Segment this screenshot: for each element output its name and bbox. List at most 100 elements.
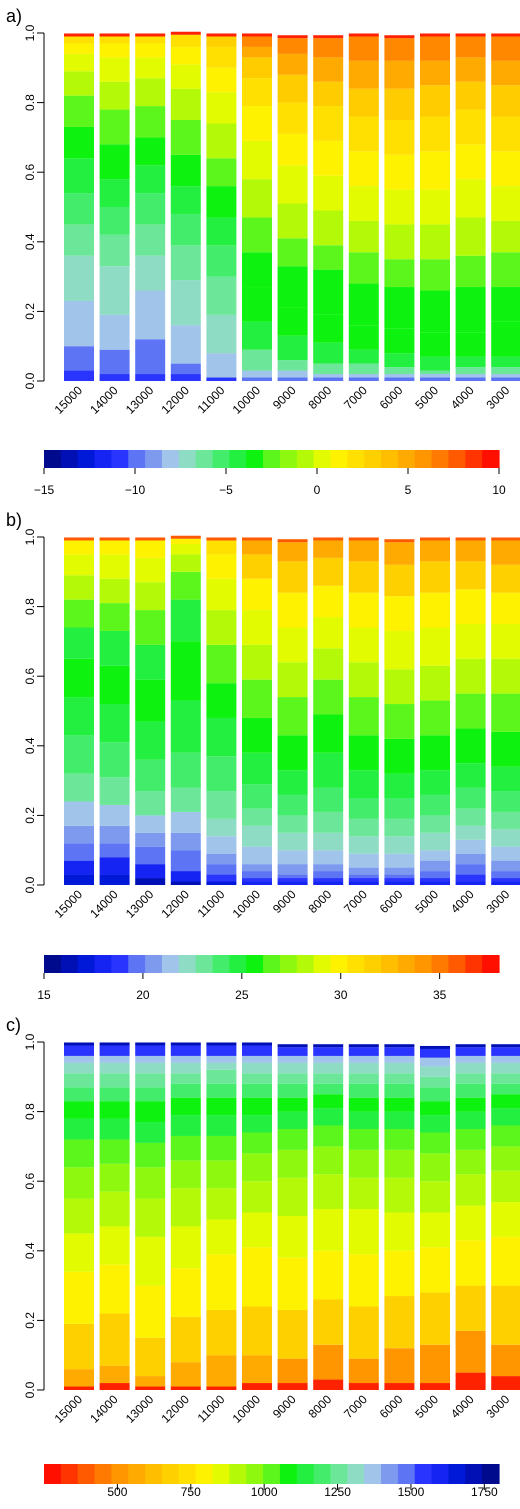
x-tick-label: 12000 <box>158 383 192 417</box>
colorbar-swatch <box>330 450 348 468</box>
bar-4000 <box>455 1044 486 1390</box>
bar-segment <box>206 377 237 381</box>
bar-segment <box>64 71 94 96</box>
colorbar-swatch <box>482 450 500 468</box>
colorbar-swatch <box>212 450 230 468</box>
bar-segment <box>206 1045 237 1056</box>
panel-label: c) <box>6 1015 21 1035</box>
colorbar-tick-label: −15 <box>34 483 55 497</box>
bar-12000 <box>170 31 201 381</box>
bar-segment <box>455 874 486 882</box>
bar-segment <box>348 1383 379 1390</box>
bar-segment <box>313 81 344 107</box>
bar-segment <box>135 106 166 138</box>
bar-segment <box>99 179 130 207</box>
y-tick-label: 1.0 <box>23 528 37 545</box>
bar-segment <box>99 825 130 844</box>
bar-segment <box>455 1083 486 1098</box>
bar-segment <box>170 1115 201 1136</box>
bar-segment <box>64 1139 94 1168</box>
bar-segment <box>455 537 486 541</box>
bar-segment <box>135 1285 166 1338</box>
bar-segment <box>135 165 166 194</box>
bar-segment <box>384 1055 415 1063</box>
x-tick-label: 14000 <box>87 1392 121 1426</box>
y-tick-label: 0.6 <box>23 1173 37 1190</box>
x-tick-label: 6000 <box>377 1392 406 1421</box>
bar-segment <box>420 815 450 833</box>
bar-segment <box>384 630 415 670</box>
colorbar-swatch <box>431 450 450 468</box>
bar-5000 <box>420 1045 450 1390</box>
bar-segment <box>313 363 344 375</box>
bar-segment <box>491 1170 520 1203</box>
bar-segment <box>384 259 415 288</box>
bar-segment <box>348 1073 379 1084</box>
bar-segment <box>242 1055 272 1063</box>
bar-segment <box>206 1083 237 1098</box>
y-tick-label: 0.8 <box>23 1103 37 1120</box>
bar-segment <box>455 81 486 110</box>
colorbar: 500 750 1000 1250 1500 1750 <box>44 1464 500 1499</box>
bar-segment <box>420 561 450 593</box>
bar-segment <box>455 1062 486 1074</box>
bar-segment <box>242 717 272 753</box>
bar-segment <box>242 644 272 680</box>
colorbar-swatch <box>94 1464 113 1484</box>
bar-segment <box>135 1045 166 1056</box>
bar-segment <box>384 878 415 882</box>
colorbar-swatch <box>381 450 399 468</box>
colorbar-swatch <box>44 955 62 973</box>
bar-segment <box>64 1233 94 1272</box>
bar-segment <box>348 116 379 152</box>
colorbar-swatch <box>111 1464 129 1484</box>
bar-segment <box>99 540 130 555</box>
bar-segment <box>242 287 272 322</box>
bar-segment <box>64 1369 94 1387</box>
bar-segment <box>277 592 308 628</box>
bar-segment <box>313 269 344 315</box>
bar-segment <box>135 1101 166 1123</box>
bar-segment <box>313 878 344 882</box>
bar-segment <box>277 832 308 851</box>
bar-10000 <box>242 537 272 885</box>
bar-segment <box>277 102 308 134</box>
x-tick-label: 8000 <box>306 1392 335 1421</box>
bar-segment <box>384 154 415 190</box>
bar-segment <box>135 193 166 225</box>
bar-segment <box>384 564 415 597</box>
x-tick-label: 13000 <box>123 887 157 921</box>
bar-segment <box>491 860 520 872</box>
bar-segment <box>348 818 379 837</box>
x-tick-label: 15000 <box>52 887 86 921</box>
x-tick-label: 12000 <box>158 1392 192 1426</box>
bar-segment <box>135 1337 166 1377</box>
x-tick-label: 12000 <box>158 887 192 921</box>
bar-segment <box>99 1313 130 1366</box>
colorbar-tick-label: 0 <box>314 483 321 497</box>
y-tick-label: 0.8 <box>23 94 37 111</box>
colorbar-swatch <box>330 955 348 973</box>
colorbar-swatch <box>397 955 416 973</box>
bar-segment <box>491 116 520 152</box>
x-tick-label: 5000 <box>412 383 441 412</box>
bar-segment <box>420 1087 450 1102</box>
bar-segment <box>313 1146 344 1175</box>
x-tick-label: 3000 <box>484 887 513 916</box>
bar-segment <box>420 878 450 882</box>
bar-segment <box>348 853 379 868</box>
bar-segment <box>277 266 308 308</box>
x-tick-label: 4000 <box>448 383 477 412</box>
bar-segment <box>420 151 450 190</box>
colorbar-swatch <box>364 1464 382 1484</box>
bar-segment <box>420 627 450 666</box>
bar-3000 <box>491 537 520 885</box>
bar-segment <box>242 1132 272 1154</box>
bar-segment <box>420 116 450 152</box>
bar-segment <box>491 1083 520 1095</box>
bar-segment <box>348 1129 379 1150</box>
bar-segment <box>384 367 415 375</box>
bar-segment <box>64 346 94 371</box>
bar-segment <box>420 871 450 879</box>
x-tick-label: 7000 <box>341 383 370 412</box>
